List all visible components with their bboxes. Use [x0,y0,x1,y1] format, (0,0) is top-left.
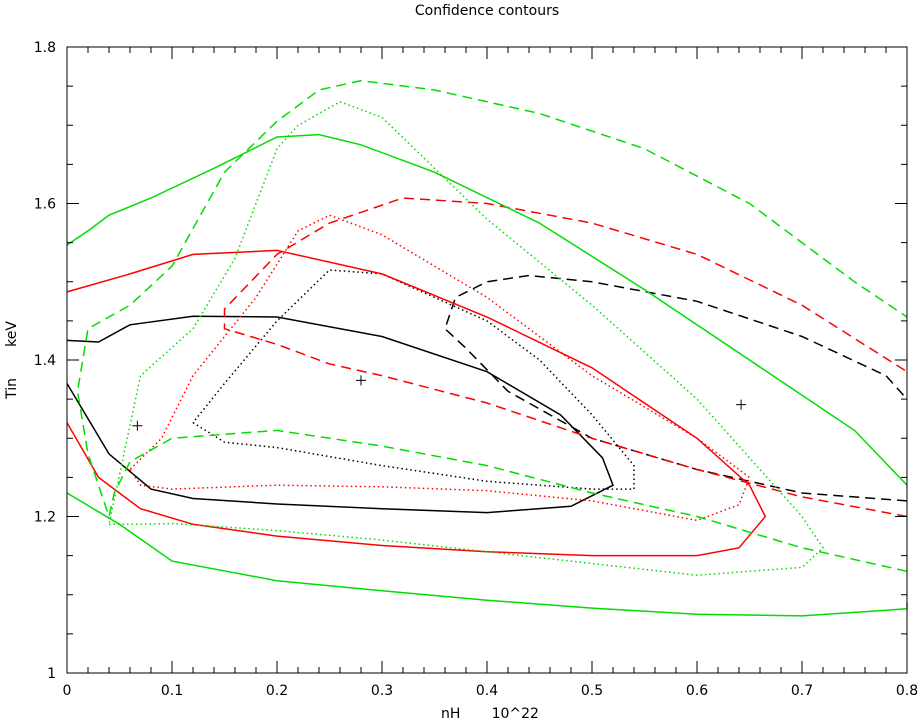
x-axis-ticks: 0 0.1 0.2 0.3 0.4 0.5 0.6 0.7 0.8 [63,47,918,699]
y-axis-label: Tin keV [4,321,20,400]
best-fit-markers [132,375,747,431]
x-tick-label: 0.7 [791,683,813,699]
contour-black-dashed-2 [444,274,908,502]
contour-green-dotted-8 [108,100,824,576]
best-fit-marker-0 [132,420,143,431]
contour-green-dashed-9 [76,79,908,573]
x-tick-label: 0.5 [581,683,603,699]
y-tick-label: 1 [47,666,56,682]
y-tick-label: 1.2 [34,510,56,526]
x-tick-label: 0.1 [161,683,183,699]
y-tick-label: 1.6 [34,197,56,213]
x-tick-label: 0.6 [686,683,708,699]
x-tick-label: 0.2 [266,683,288,699]
best-fit-marker-1 [356,375,366,386]
chart-title: Confidence contours [415,3,559,19]
plot-frame [66,46,908,674]
contour-curves [66,79,908,617]
x-tick-label: 0.3 [371,683,393,699]
best-fit-marker-2 [736,399,747,410]
contour-black-dotted-1 [192,269,635,490]
x-axis-label: nH 10^22 [441,706,539,722]
contour-red-dotted-4 [129,214,751,522]
contour-black-solid-0 [66,315,614,514]
y-tick-label: 1.4 [34,353,56,369]
contour-green-solid-6 [66,492,908,617]
y-axis-ticks: 1 1.2 1.4 1.6 1.8 [34,40,907,682]
contour-red-dashed-5 [223,197,908,518]
contour-red-solid-3 [66,249,767,557]
x-tick-label: 0 [63,683,72,699]
contour-green-solid-7 [66,133,908,486]
x-tick-label: 0.4 [476,683,498,699]
y-tick-label: 1.8 [34,40,56,56]
x-tick-label: 0.8 [896,683,918,699]
